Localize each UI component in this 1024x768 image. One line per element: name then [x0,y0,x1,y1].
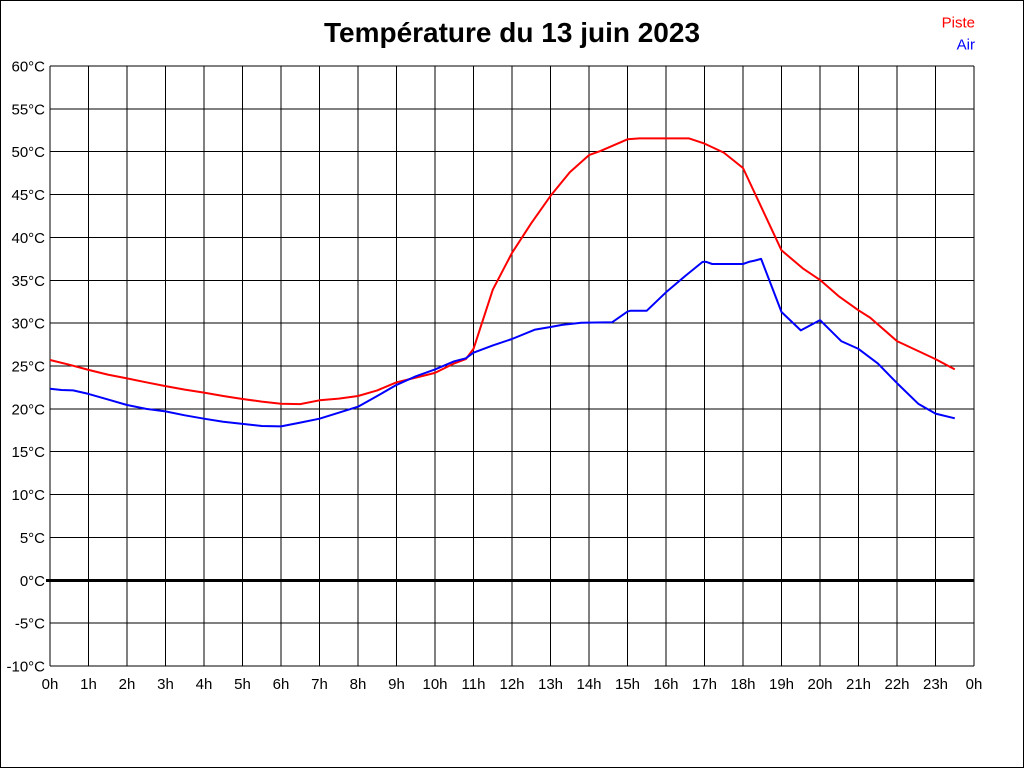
svg-text:40°C: 40°C [11,230,45,247]
svg-text:13h: 13h [538,676,563,693]
svg-text:0h: 0h [966,676,983,693]
svg-text:10°C: 10°C [11,487,45,504]
svg-text:7h: 7h [311,676,328,693]
svg-text:14h: 14h [576,676,601,693]
svg-text:-10°C: -10°C [6,659,45,676]
svg-text:12h: 12h [499,676,524,693]
svg-text:Température du 13 juin 2023: Température du 13 juin 2023 [324,17,700,48]
svg-text:23h: 23h [923,676,948,693]
svg-text:16h: 16h [653,676,678,693]
svg-text:19h: 19h [769,676,794,693]
svg-text:6h: 6h [273,676,290,693]
svg-text:21h: 21h [846,676,871,693]
svg-text:10h: 10h [422,676,447,693]
svg-text:11h: 11h [462,676,486,693]
svg-text:5h: 5h [234,676,251,693]
svg-text:0h: 0h [42,676,59,693]
svg-text:20°C: 20°C [11,401,45,418]
svg-text:30°C: 30°C [11,316,45,333]
svg-text:20h: 20h [807,676,832,693]
svg-text:2h: 2h [119,676,136,693]
svg-text:55°C: 55°C [11,101,45,118]
svg-text:-5°C: -5°C [15,616,45,633]
svg-text:0°C: 0°C [20,573,45,590]
svg-text:Piste: Piste [942,15,975,32]
svg-text:17h: 17h [692,676,717,693]
svg-text:Air: Air [957,37,975,54]
svg-text:8h: 8h [350,676,367,693]
svg-text:1h: 1h [80,676,97,693]
svg-text:18h: 18h [730,676,755,693]
svg-text:60°C: 60°C [11,59,45,76]
svg-text:45°C: 45°C [11,187,45,204]
svg-text:15°C: 15°C [11,444,45,461]
svg-text:9h: 9h [388,676,405,693]
svg-text:3h: 3h [157,676,174,693]
svg-text:22h: 22h [884,676,909,693]
svg-text:15h: 15h [615,676,640,693]
svg-text:50°C: 50°C [11,144,45,161]
svg-text:35°C: 35°C [11,273,45,290]
svg-text:4h: 4h [196,676,213,693]
svg-text:25°C: 25°C [11,359,45,376]
svg-text:5°C: 5°C [20,530,45,547]
